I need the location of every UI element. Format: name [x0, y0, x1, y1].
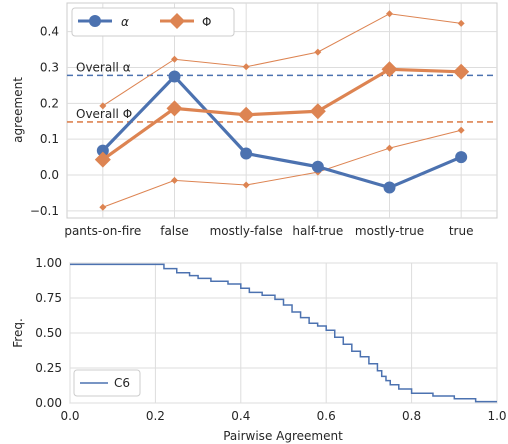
pairwise-y-tick-0-25: 0.25 [35, 361, 62, 375]
phi-point-false [166, 100, 183, 117]
x-axis-label-pairwise-agreement: Pairwise Agreement [223, 429, 343, 443]
phi-bound-point [386, 144, 393, 152]
alpha-series-line [101, 74, 462, 190]
y-axis-label-freq: Freq. [11, 318, 25, 348]
phi-point-half-true [309, 103, 326, 120]
phi-bound-point [457, 126, 465, 134]
phi-point-pants-on-fire [94, 151, 111, 168]
phi-series-line [101, 67, 462, 161]
phi-bound-point [242, 181, 250, 189]
phi-bound-point [386, 10, 393, 18]
alpha-point-half-true [311, 160, 324, 173]
pairwise-x-tick-0-6: 0.6 [317, 409, 336, 423]
phi-point-mostly-false [238, 106, 255, 123]
phi-bound-point [99, 203, 107, 211]
agreement-y-tick-0-4: 0.4 [40, 25, 59, 39]
overall-phi-label: Overall Φ [76, 107, 132, 121]
pairwise-x-tick-0-8: 0.8 [402, 409, 421, 423]
agreement-y-tick-minus-0-1: −0.1 [30, 204, 59, 218]
pairwise-y-tick-0-75: 0.75 [35, 291, 62, 305]
alpha-point-pants-on-fire [96, 144, 109, 157]
legend-phi-marker [169, 13, 185, 29]
phi-bound-point [171, 55, 178, 63]
agreement-y-tick-0-2: 0.2 [40, 96, 59, 110]
alpha-point-mostly-true [383, 181, 396, 194]
agreement-panel: Overall α Overall Φ −0.1 0.0 0.1 0.2 0.3 0.4 p… [11, 2, 498, 238]
pairwise-grid [69, 262, 498, 404]
agreement-series [94, 61, 470, 194]
agreement-y-tick-0-1: 0.1 [40, 132, 59, 146]
legend-c6-label: C6 [114, 376, 130, 390]
agreement-legend: α Φ [71, 7, 235, 37]
agreement-plot-area [66, 2, 498, 219]
pairwise-y-tick-0-00: 0.00 [35, 396, 62, 410]
agreement-reference-lines: Overall α Overall Φ [67, 60, 497, 123]
phi-bound-line-upper [102, 13, 462, 107]
phi-bound-lines [99, 10, 465, 211]
alpha-point-true [455, 151, 468, 164]
phi-bound-point [242, 63, 250, 71]
legend-alpha-label: α [121, 15, 129, 29]
agreement-legend-box [71, 7, 235, 37]
agreement-axis-ticks: −0.1 0.0 0.1 0.2 0.3 0.4 pants-on-fire false mos… [30, 25, 474, 238]
pairwise-y-tick-0-50: 0.50 [35, 326, 62, 340]
pairwise-panel: 0.0 0.2 0.4 0.6 0.8 1.0 0.00 0.25 0.50 0.75 1.00 P… [11, 256, 507, 443]
pairwise-x-tick-0-0: 0.0 [60, 409, 79, 423]
pairwise-x-tick-1-0: 1.0 [487, 409, 506, 423]
pairwise-x-tick-0-2: 0.2 [146, 409, 165, 423]
phi-bound-line-lower [102, 129, 462, 208]
y-axis-label-agreement: agreement [11, 77, 25, 143]
c6-step-line [70, 263, 497, 403]
phi-bound-point [457, 19, 465, 27]
category-label-false: false [160, 224, 189, 238]
category-label-true: true [449, 224, 474, 238]
category-label-mostly-true: mostly-true [355, 224, 424, 238]
category-label-pants-on-fire: pants-on-fire [64, 224, 141, 238]
alpha-point-mostly-false [240, 147, 253, 160]
pairwise-axis-ticks: 0.0 0.2 0.4 0.6 0.8 1.0 0.00 0.25 0.50 0.75 1.00 [35, 256, 506, 423]
category-label-mostly-false: mostly-false [210, 224, 283, 238]
pairwise-legend: C6 [73, 369, 141, 397]
pairwise-y-tick-1-00: 1.00 [35, 256, 62, 270]
phi-bound-point [171, 176, 178, 184]
alpha-point-false [168, 70, 181, 83]
category-label-half-true: half-true [292, 224, 343, 238]
agreement-y-tick-0-0: 0.0 [40, 168, 59, 182]
overall-alpha-label: Overall α [76, 60, 131, 74]
legend-alpha-marker [89, 15, 101, 27]
phi-bound-point [314, 48, 322, 56]
phi-point-true [453, 63, 470, 80]
legend-phi-label: Φ [202, 15, 211, 29]
pairwise-x-tick-0-4: 0.4 [231, 409, 250, 423]
agreement-y-tick-0-3: 0.3 [40, 61, 59, 75]
phi-point-mostly-true [381, 61, 398, 78]
phi-bound-point [99, 102, 107, 110]
